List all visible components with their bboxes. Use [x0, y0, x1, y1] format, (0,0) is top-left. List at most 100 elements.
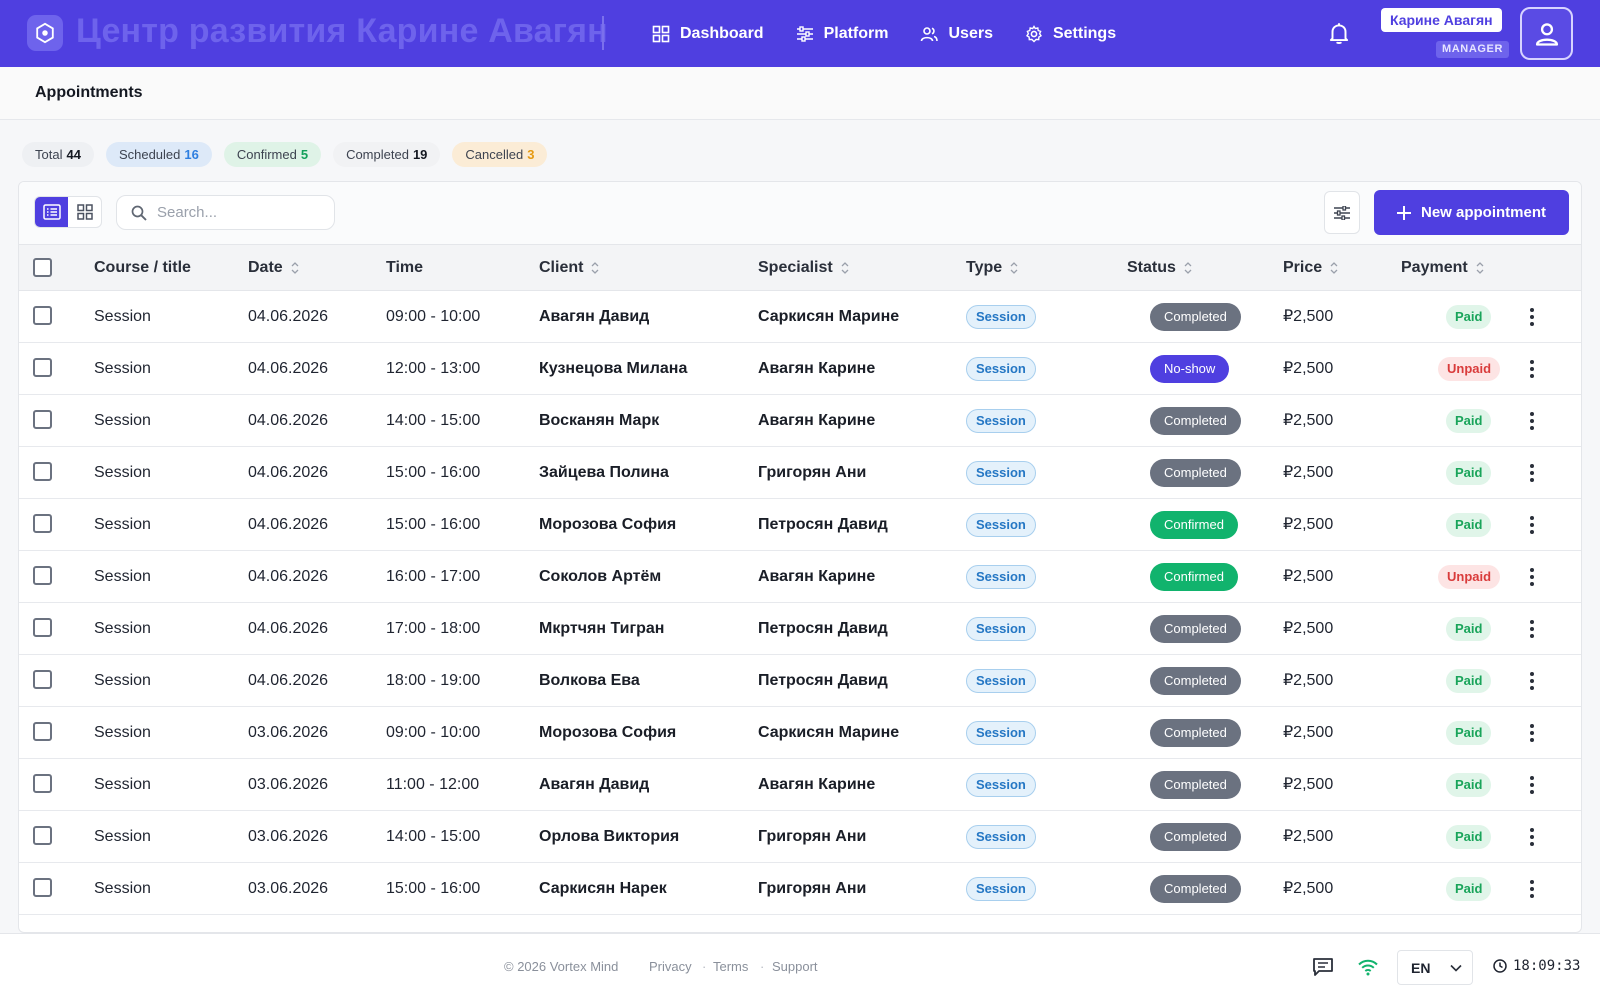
stat-completed[interactable]: Completed 19	[333, 142, 441, 167]
type-badge: Session	[966, 305, 1036, 329]
cell-client[interactable]: Морозова София	[539, 724, 677, 741]
row-actions-menu[interactable]	[1522, 307, 1542, 327]
list-view-button[interactable]	[35, 197, 68, 227]
cell-client[interactable]: Восканян Марк	[539, 412, 660, 429]
nav-dashboard-label: Dashboard	[680, 24, 764, 42]
table-row[interactable]: Session 04.06.2026 17:00 - 18:00 Мкртчян Ти…	[19, 603, 1581, 655]
dot-icon	[1530, 835, 1534, 839]
nav-platform[interactable]: Platform	[796, 25, 888, 43]
table-row[interactable]: Session 04.06.2026 18:00 - 19:00 Волкова Ев…	[19, 655, 1581, 707]
search-input[interactable]	[157, 204, 317, 221]
cell-specialist: Саркисян Марине	[758, 724, 900, 741]
column-header-date[interactable]: Date	[248, 245, 299, 291]
table-row[interactable]: Session 04.06.2026 09:00 - 10:00 Авагян Дав…	[19, 291, 1581, 343]
language-select[interactable]: EN	[1397, 950, 1473, 985]
row-actions-menu[interactable]	[1522, 567, 1542, 587]
dot-icon	[1530, 634, 1534, 638]
cell-specialist: Авагян Карине	[758, 568, 876, 585]
cell-title: Session	[94, 880, 151, 897]
nav-users[interactable]: Users	[920, 25, 993, 43]
cell-client[interactable]: Авагян Давид	[539, 308, 650, 325]
cell-client[interactable]: Волкова Ева	[539, 672, 640, 689]
stat-total[interactable]: Total 44	[22, 142, 94, 167]
wifi-icon	[1358, 959, 1378, 976]
table-body: Session 04.06.2026 09:00 - 10:00 Авагян Дав…	[19, 291, 1581, 915]
cell-client[interactable]: Мкртчян Тигран	[539, 620, 665, 637]
cell-client[interactable]: Саркисян Нарек	[539, 880, 667, 897]
nav-dashboard[interactable]: Dashboard	[652, 25, 764, 43]
filter-button[interactable]	[1324, 191, 1360, 234]
row-checkbox[interactable]	[33, 774, 52, 793]
dot-icon	[1530, 478, 1534, 482]
cell-client[interactable]: Кузнецова Милана	[539, 360, 688, 377]
stat-confirmed[interactable]: Confirmed 5	[223, 142, 322, 167]
row-checkbox[interactable]	[33, 358, 52, 377]
row-actions-menu[interactable]	[1522, 515, 1542, 535]
dot-icon	[1530, 887, 1534, 891]
row-checkbox[interactable]	[33, 514, 52, 533]
column-client-label: Client	[539, 259, 584, 276]
column-header-payment[interactable]: Payment	[1401, 245, 1484, 291]
logo-icon	[36, 22, 54, 44]
column-header-type[interactable]: Type	[966, 245, 1018, 291]
bell-icon[interactable]	[1326, 20, 1352, 46]
row-actions-menu[interactable]	[1522, 723, 1542, 743]
avatar-button[interactable]	[1520, 7, 1573, 60]
row-checkbox[interactable]	[33, 878, 52, 897]
row-checkbox[interactable]	[33, 722, 52, 741]
table-row[interactable]: Session 04.06.2026 15:00 - 16:00 Морозова С…	[19, 499, 1581, 551]
logo[interactable]	[27, 15, 63, 51]
row-actions-menu[interactable]	[1522, 619, 1542, 639]
nav-settings-label: Settings	[1052, 24, 1117, 42]
column-header-price[interactable]: Price	[1283, 245, 1338, 291]
table-row[interactable]: Session 03.06.2026 09:00 - 10:00 Морозова С…	[19, 707, 1581, 759]
row-actions-menu[interactable]	[1522, 463, 1542, 483]
table-row[interactable]: Session 03.06.2026 15:00 - 16:00 Саркисян Н…	[19, 863, 1581, 915]
privacy-link[interactable]: Privacy	[649, 959, 692, 974]
table-row[interactable]: Session 04.06.2026 12:00 - 13:00 Кузнецова …	[19, 343, 1581, 395]
cell-client[interactable]: Соколов Артём	[539, 568, 662, 585]
stat-cancelled[interactable]: Cancelled 3	[452, 142, 548, 167]
select-all-checkbox[interactable]	[33, 258, 52, 277]
table-row[interactable]: Session 04.06.2026 15:00 - 16:00 Зайцева По…	[19, 447, 1581, 499]
row-actions-menu[interactable]	[1522, 775, 1542, 795]
row-checkbox[interactable]	[33, 670, 52, 689]
stat-completed-count: 19	[412, 147, 428, 162]
chat-icon[interactable]	[1313, 958, 1333, 976]
table-row[interactable]: Session 03.06.2026 11:00 - 12:00 Авагян Дав…	[19, 759, 1581, 811]
cell-specialist: Петросян Давид	[758, 620, 888, 637]
column-title-label: Course / title	[94, 259, 191, 276]
type-badge: Session	[966, 357, 1036, 381]
row-checkbox[interactable]	[33, 826, 52, 845]
row-actions-menu[interactable]	[1522, 827, 1542, 847]
row-checkbox[interactable]	[33, 618, 52, 637]
cell-date: 04.06.2026	[248, 412, 329, 429]
grid-view-button[interactable]	[68, 197, 101, 227]
dot-icon	[1530, 679, 1534, 683]
row-checkbox[interactable]	[33, 462, 52, 481]
support-link[interactable]: Support	[772, 959, 818, 974]
column-header-client[interactable]: Client	[539, 245, 599, 291]
new-appointment-button[interactable]: New appointment	[1374, 190, 1569, 235]
cell-client[interactable]: Зайцева Полина	[539, 464, 669, 481]
table-row[interactable]: Session 04.06.2026 16:00 - 17:00 Соколов Ар…	[19, 551, 1581, 603]
row-actions-menu[interactable]	[1522, 879, 1542, 899]
dot-icon	[1530, 686, 1534, 690]
table-row[interactable]: Session 04.06.2026 14:00 - 15:00 Восканян М…	[19, 395, 1581, 447]
row-checkbox[interactable]	[33, 566, 52, 585]
terms-link[interactable]: Terms	[713, 959, 749, 974]
cell-client[interactable]: Авагян Давид	[539, 776, 650, 793]
table-row[interactable]: Session 03.06.2026 14:00 - 15:00 Орлова Вик…	[19, 811, 1581, 863]
stat-scheduled[interactable]: Scheduled 16	[105, 142, 212, 167]
nav-settings[interactable]: Settings	[1025, 25, 1116, 43]
cell-client[interactable]: Морозова София	[539, 516, 677, 533]
row-checkbox[interactable]	[33, 306, 52, 325]
row-actions-menu[interactable]	[1522, 359, 1542, 379]
column-header-status[interactable]: Status	[1127, 245, 1192, 291]
top-bar: Центр развития Карине Авагян Dashboard P…	[0, 0, 1600, 67]
cell-client[interactable]: Орлова Виктория	[539, 828, 680, 845]
row-actions-menu[interactable]	[1522, 411, 1542, 431]
column-header-specialist[interactable]: Specialist	[758, 245, 849, 291]
row-checkbox[interactable]	[33, 410, 52, 429]
row-actions-menu[interactable]	[1522, 671, 1542, 691]
